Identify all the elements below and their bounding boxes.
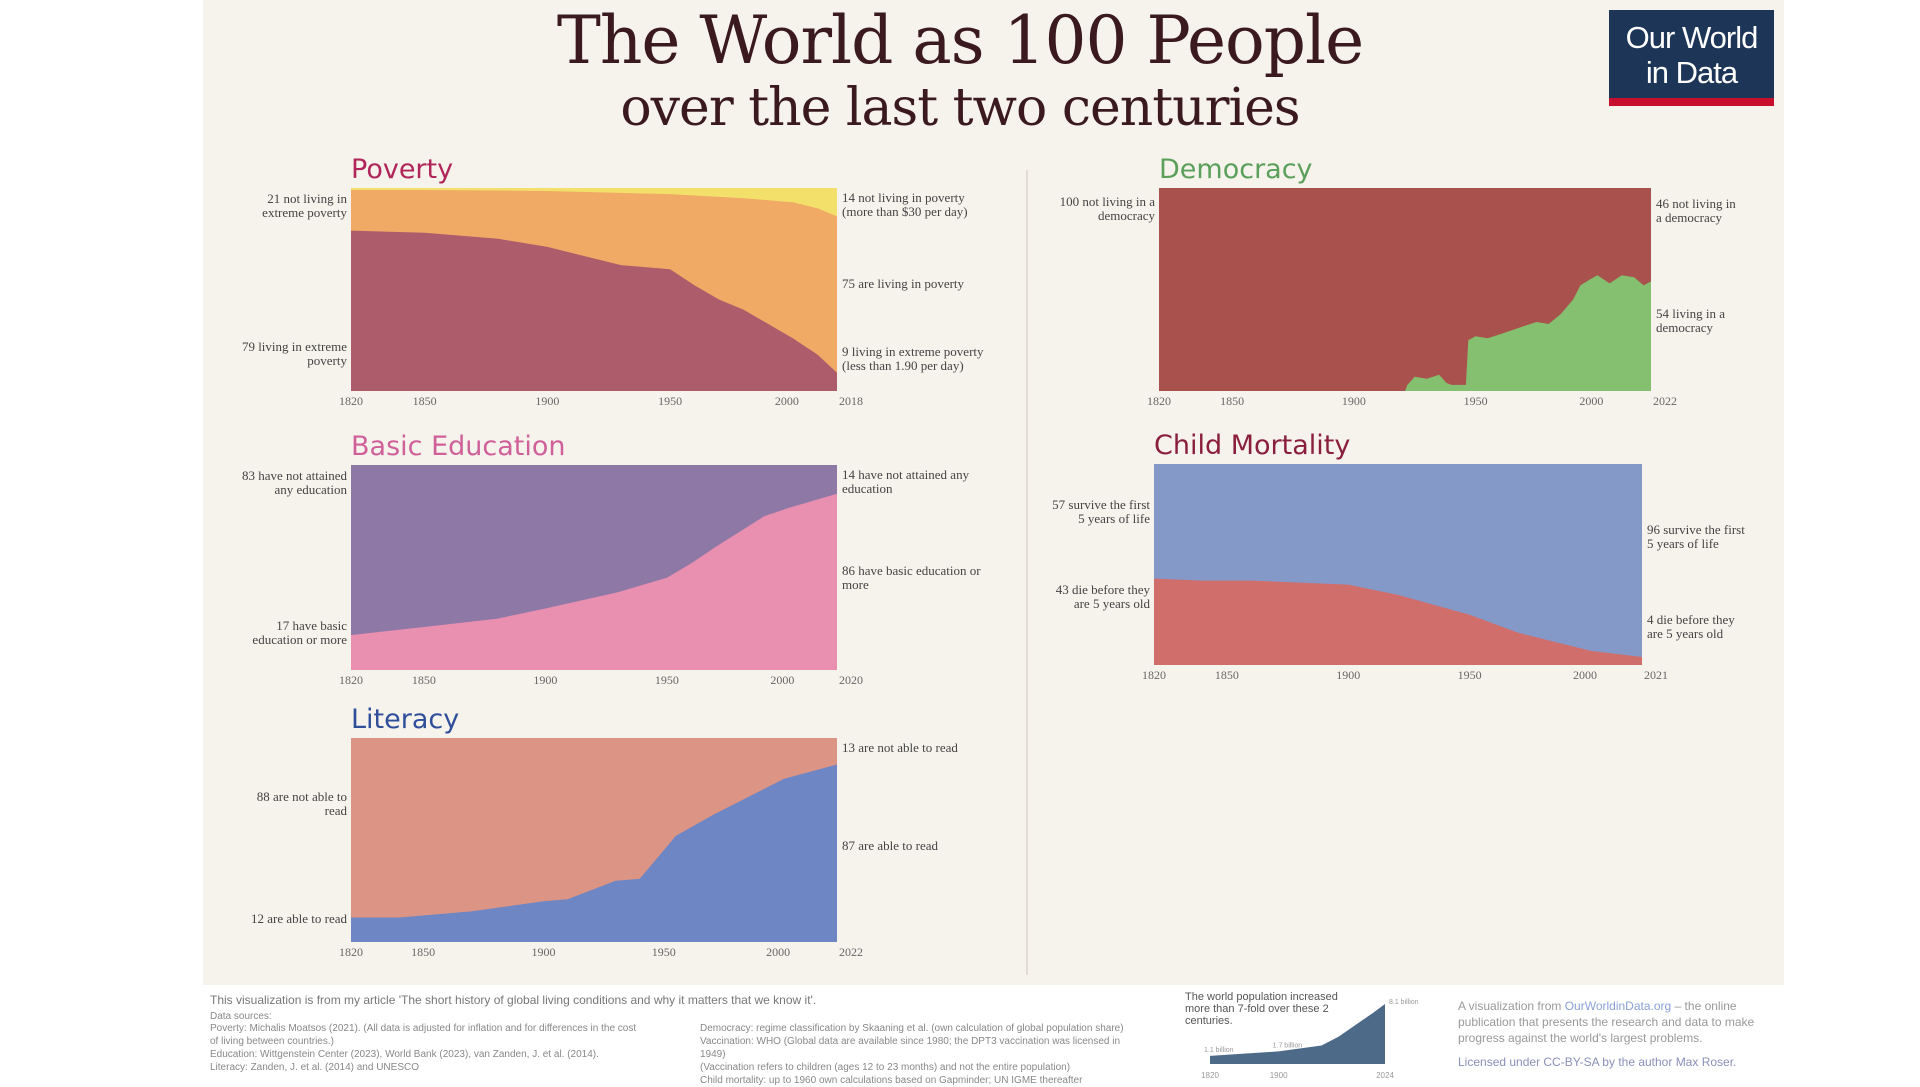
source-line: (Vaccination refers to children (ages 12… — [700, 1062, 1071, 1073]
left-label: 88 are not able to read — [257, 789, 348, 818]
x-tick: 1850 — [411, 945, 435, 959]
basic-education-chart: Basic Education 1820 1850 1900 1950 2000 2020 8… — [242, 431, 981, 687]
population-annotation: 1.1 billion — [1204, 1047, 1234, 1054]
right-label: 14 not living in poverty (more than $30 p… — [842, 190, 968, 219]
source-line: Vaccination: WHO (Global data are availa… — [700, 1036, 1121, 1060]
x-tick: 1900 — [531, 945, 555, 959]
owid-prefix: A visualization from — [1458, 999, 1565, 1013]
x-tick: 1820 — [339, 945, 363, 959]
sources-title: Data sources: — [210, 1011, 272, 1022]
page-title: The World as 100 People — [556, 2, 1364, 79]
x-tick: 2022 — [839, 945, 863, 959]
area-living-in-a-democracy — [1159, 275, 1651, 391]
area-die-before-they-are-5-years-old — [1154, 578, 1642, 665]
footer-intro: This visualization is from my article 'T… — [210, 993, 817, 1007]
source-line: Poverty: Michalis Moatsos (2021). (All d… — [210, 1023, 637, 1047]
panel-title: Poverty — [351, 154, 453, 185]
x-tick: 1950 — [1464, 394, 1488, 408]
x-tick: 2018 — [839, 394, 863, 408]
x-tick: 2000 — [770, 673, 794, 687]
right-label: 86 have basic education or more — [842, 563, 981, 592]
x-tick: 2000 — [775, 394, 799, 408]
population-area — [1210, 1004, 1385, 1064]
license-text: Licensed under CC-BY-SA by the author Ma… — [1458, 1055, 1737, 1069]
owid-credit: A visualization from OurWorldinData.org … — [1458, 998, 1788, 1070]
population-mini-chart: 1820 1900 2024 1.1 billion 1.7 billion 8.1 bi… — [1201, 999, 1419, 1080]
left-label: 79 living in extreme poverty — [242, 339, 348, 368]
x-tick: 2000 — [1573, 668, 1597, 682]
charts-canvas: Poverty 1820 1850 1900 1950 2000 2018 21 not li… — [242, 154, 1745, 975]
right-label: 46 not living in a democracy — [1656, 196, 1736, 225]
x-tick: 1850 — [413, 394, 437, 408]
area-are-able-to-read — [351, 764, 837, 942]
literacy-chart: Literacy 1820 1850 1900 1950 2000 2022 88 are n… — [251, 704, 958, 959]
source-line: Literacy: Zanden, J. et al. (2014) and U… — [210, 1062, 419, 1073]
x-tick: 1900 — [1270, 1071, 1288, 1080]
source-line: Child mortality: up to 1960 own calculat… — [700, 1075, 1083, 1086]
x-tick: 2000 — [766, 945, 790, 959]
x-tick: 1820 — [1201, 1071, 1219, 1080]
x-tick: 1820 — [1147, 394, 1171, 408]
sources-left: Poverty: Michalis Moatsos (2021). (All d… — [210, 1022, 640, 1087]
left-label: 12 are able to read — [251, 911, 348, 926]
x-tick: 1900 — [533, 673, 557, 687]
owid-logo[interactable]: Our World in Data — [1609, 10, 1774, 106]
x-tick: 2024 — [1376, 1071, 1394, 1080]
left-label: 21 not living in extreme poverty — [262, 191, 347, 220]
left-label: 43 die before they are 5 years old — [1056, 582, 1151, 611]
right-label: 75 are living in poverty — [842, 276, 965, 291]
x-tick: 2020 — [839, 673, 863, 687]
panel-title: Child Mortality — [1154, 430, 1350, 461]
left-label: 83 have not attained any education — [242, 468, 348, 497]
population-annotation: 1.7 billion — [1273, 1042, 1303, 1049]
source-line: Democracy: regime classification by Skaa… — [700, 1023, 1124, 1034]
right-label: 4 die before they are 5 years old — [1647, 612, 1735, 641]
x-tick: 1820 — [339, 394, 363, 408]
x-tick: 1900 — [1342, 394, 1366, 408]
x-tick: 2000 — [1579, 394, 1603, 408]
x-tick: 1850 — [412, 673, 436, 687]
owid-suffix: – the online publication that presents t… — [1458, 999, 1755, 1045]
right-label: 54 living in a democracy — [1656, 306, 1725, 335]
panel-title: Basic Education — [351, 431, 565, 462]
x-tick: 1950 — [652, 945, 676, 959]
right-label: 14 have not attained any education — [842, 467, 970, 496]
x-tick: 1820 — [1142, 668, 1166, 682]
x-tick: 1950 — [658, 394, 682, 408]
x-tick: 1900 — [1336, 668, 1360, 682]
x-tick: 1900 — [535, 394, 559, 408]
x-tick: 1950 — [655, 673, 679, 687]
x-tick: 1850 — [1215, 668, 1239, 682]
area-have-basic-education-or-more — [351, 493, 837, 670]
left-label: 100 not living in a democracy — [1060, 194, 1156, 223]
poverty-chart: Poverty 1820 1850 1900 1950 2000 2018 21 not li… — [242, 154, 984, 408]
x-tick: 1820 — [339, 673, 363, 687]
left-label: 17 have basic education or more — [252, 618, 347, 647]
x-tick: 1950 — [1458, 668, 1482, 682]
child-mortality-chart: Child Mortality 1820 1850 1900 1950 2000 2021 5… — [1052, 430, 1745, 682]
page-subtitle: over the last two centuries — [620, 78, 1300, 138]
right-label: 13 are not able to read — [842, 740, 958, 755]
population-annotation: 8.1 billion — [1389, 999, 1419, 1006]
area-living-in-extreme-poverty — [351, 230, 837, 391]
footer-sources: This visualization is from my article 'T… — [210, 993, 1140, 1087]
right-label: 96 survive the first 5 years of life — [1647, 522, 1745, 551]
panel-title: Literacy — [351, 704, 459, 735]
x-tick: 1850 — [1220, 394, 1244, 408]
owid-link[interactable]: OurWorldinData.org — [1564, 999, 1672, 1013]
x-tick: 2022 — [1653, 394, 1677, 408]
democracy-chart: Democracy 1820 1850 1900 1950 2000 2022 100 not… — [1060, 154, 1737, 408]
right-label: 87 are able to read — [842, 838, 939, 853]
right-label: 9 living in extreme poverty (less than 1.… — [842, 344, 984, 373]
source-line: Education: Wittgenstein Center (2023), W… — [210, 1049, 599, 1060]
left-label: 57 survive the first 5 years of life — [1052, 497, 1150, 526]
sources-right: Democracy: regime classification by Skaa… — [700, 1022, 1130, 1087]
population-note: The world population increased more than… — [1185, 991, 1338, 1027]
x-tick: 2021 — [1644, 668, 1668, 682]
panel-title: Democracy — [1159, 154, 1313, 185]
